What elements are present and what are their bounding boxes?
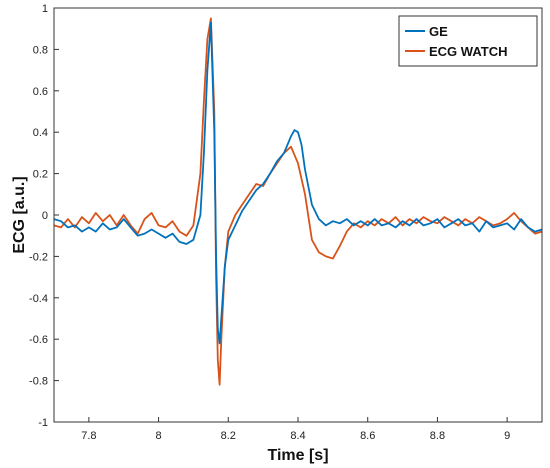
- x-tick-label: 8.8: [430, 430, 445, 442]
- x-axis-title: Time [s]: [267, 447, 328, 464]
- x-tick-label: 8.6: [360, 430, 375, 442]
- y-tick-label: 0.6: [33, 86, 48, 98]
- legend-box: [398, 15, 538, 67]
- x-tick-label: 8.4: [290, 430, 305, 442]
- x-tick-label: 9: [504, 430, 510, 442]
- y-tick-label: 0.8: [33, 44, 48, 56]
- legend-label-ge: GE: [429, 24, 448, 39]
- y-tick-label: 0: [42, 210, 48, 222]
- x-tick-label: 7.8: [81, 430, 96, 442]
- y-tick-label: 0.4: [33, 127, 48, 139]
- y-tick-label: -0.4: [29, 293, 48, 305]
- x-tick-label: 8.2: [221, 430, 236, 442]
- y-tick-label: -0.6: [29, 334, 48, 346]
- y-tick-label: -1: [38, 417, 48, 429]
- x-tick-label: 8: [156, 430, 162, 442]
- y-tick-label: 1: [42, 3, 48, 15]
- plot-frame: [53, 7, 543, 423]
- legend: GE ECG WATCH: [398, 15, 538, 67]
- y-tick-label: -0.2: [29, 251, 48, 263]
- series-layer: [53, 17, 543, 386]
- series-line-ecg-watch: [53, 17, 543, 386]
- y-axis-title: ECG [a.u.]: [11, 176, 28, 253]
- y-axis-ticks: -1 -0.8 -0.6 -0.4 -0.2 0 0.2 0.4 0.6 0.8 1: [29, 3, 59, 429]
- legend-label-ecg-watch: ECG WATCH: [429, 44, 507, 59]
- y-tick-label: -0.8: [29, 376, 48, 388]
- series-line-ge: [53, 21, 543, 345]
- y-tick-label: 0.2: [33, 169, 48, 181]
- x-axis-ticks: 7.8 8 8.2 8.4 8.6 8.8 9: [81, 417, 510, 442]
